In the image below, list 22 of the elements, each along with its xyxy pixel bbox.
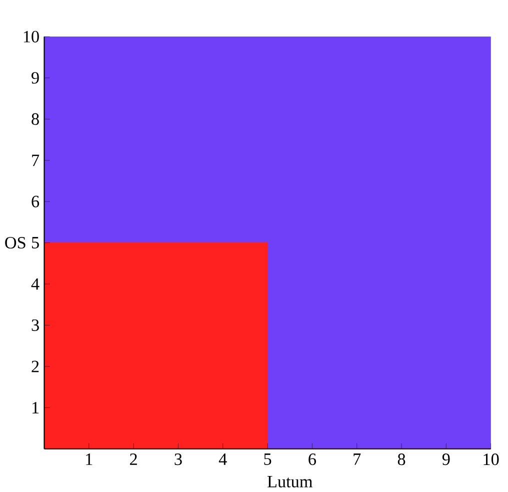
x-tick-label: 2: [130, 454, 137, 465]
y-axis-title: OS: [5, 237, 26, 249]
y-tick-label: 4: [31, 278, 40, 290]
y-tick-label: 3: [32, 320, 39, 332]
y-tick-label: 9: [32, 72, 39, 84]
y-tick-label: 1: [32, 402, 39, 414]
y-tick-label: 6: [32, 196, 40, 208]
x-tick-label: 6: [308, 454, 316, 466]
x-tick-label: 9: [442, 454, 450, 466]
y-tick-label: 2: [32, 360, 39, 372]
x-tick-label: 3: [174, 454, 182, 466]
x-tick-label: 1: [86, 454, 92, 465]
y-tick-label: 5: [32, 237, 39, 249]
x-tick-label: 4: [218, 454, 227, 465]
x-tick-label: 8: [398, 454, 406, 466]
x-tick-label: 7: [354, 454, 361, 465]
x-tick-label: 5: [264, 454, 272, 466]
x-tick-label: 10: [484, 454, 499, 466]
x-axis-title: Lutum: [267, 476, 313, 488]
y-tick-label: 10: [24, 30, 39, 43]
y-tick-label: 8: [32, 113, 39, 125]
y-tick-label: 7: [32, 154, 40, 166]
